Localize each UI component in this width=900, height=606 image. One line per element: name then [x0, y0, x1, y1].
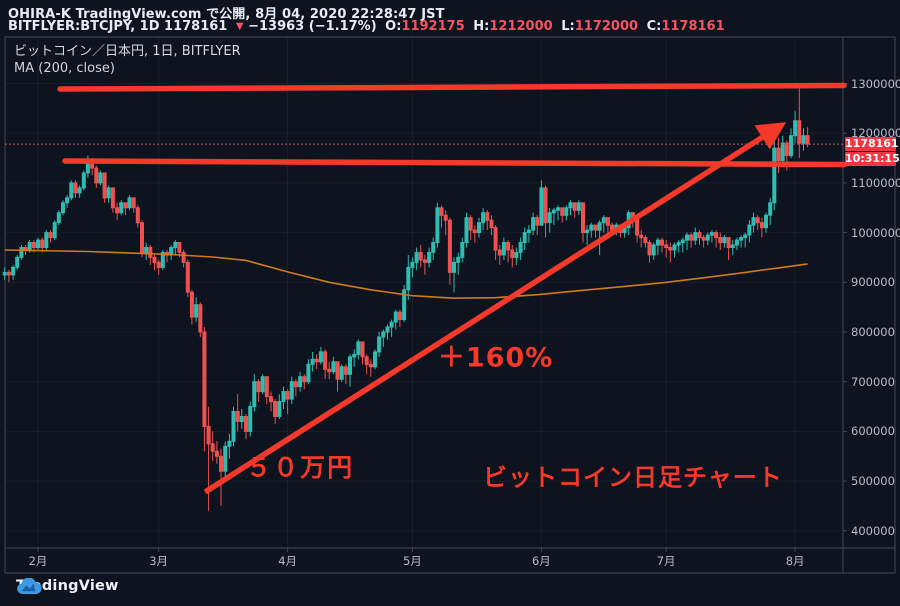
down-arrow-icon: ▼	[235, 21, 244, 32]
tradingview-cloud-icon	[17, 578, 42, 594]
price-axis-label: 600000	[851, 424, 895, 439]
time-axis-label: 2月	[28, 554, 48, 568]
tradingview-logo[interactable]: TradingView	[16, 578, 119, 594]
price-axis-label: 800000	[851, 325, 895, 339]
chart-frame	[4, 36, 896, 574]
up-candles	[2, 110, 806, 477]
last-price-badge: 1178161	[845, 136, 899, 151]
close-label: C:	[646, 19, 662, 34]
down-candles	[6, 88, 810, 511]
low-label: L:	[561, 19, 575, 34]
trend-arrow-line[interactable]	[203, 122, 787, 495]
legend-ma-indicator: MA (200, close)	[14, 61, 115, 76]
time-axis-label: 4月	[278, 554, 298, 568]
bar-countdown-badge: 10:31:15	[845, 152, 900, 167]
time-axis-label: 3月	[149, 554, 169, 568]
resistance-line-2[interactable]	[62, 158, 847, 168]
time-axis-label: 6月	[531, 554, 551, 568]
price-axis-label: 900000	[851, 275, 895, 290]
tradingview-brand-text: TradingView	[16, 578, 119, 594]
price-axis-label: 1000000	[851, 225, 900, 240]
price-axis-label: 400000	[851, 523, 895, 538]
candlestick-series	[2, 88, 810, 511]
open-label: O:	[385, 19, 402, 34]
time-axis-label: 7月	[656, 554, 676, 568]
annotation-price-level[interactable]: ５０万円	[246, 453, 355, 483]
price-axis-label: 1100000	[851, 175, 900, 190]
publish-info: OHIRA-K TradingView.com で公開, 8月 04, 2020…	[8, 7, 445, 22]
ma200-line	[4, 249, 808, 300]
price-axis-label: 500000	[851, 474, 895, 489]
high-value: 1212000	[489, 19, 553, 34]
time-axis-label: 8月	[785, 554, 805, 568]
resistance-line-1[interactable]	[57, 82, 847, 92]
price-axis-label: 700000	[851, 374, 895, 389]
change-text: −13963 (−1.17%)	[248, 19, 377, 34]
symbol-text: BITFLYER:BTCJPY, 1D 1178161	[8, 19, 228, 34]
low-value: 1172000	[574, 19, 639, 34]
price-axis-label: 1300000	[851, 76, 900, 91]
annotation-gain-percent[interactable]: ＋160%	[437, 342, 554, 374]
high-label: H:	[473, 19, 490, 34]
symbol-info-bar: BITFLYER:BTCJPY, 1D 1178161 ▼ −13963 (−1…	[8, 19, 725, 34]
time-axis-label: 5月	[402, 554, 422, 568]
close-value: 1178161	[661, 19, 725, 34]
legend-symbol-title: ビットコイン／日本円, 1日, BITFLYER	[14, 44, 241, 59]
chart-legend[interactable]: ビットコイン／日本円, 1日, BITFLYER MA (200, close)	[14, 43, 241, 77]
grid-lines	[5, 37, 843, 548]
annotation-chart-title[interactable]: ビットコイン日足チャート	[482, 463, 783, 492]
open-value: 1192175	[401, 19, 465, 34]
